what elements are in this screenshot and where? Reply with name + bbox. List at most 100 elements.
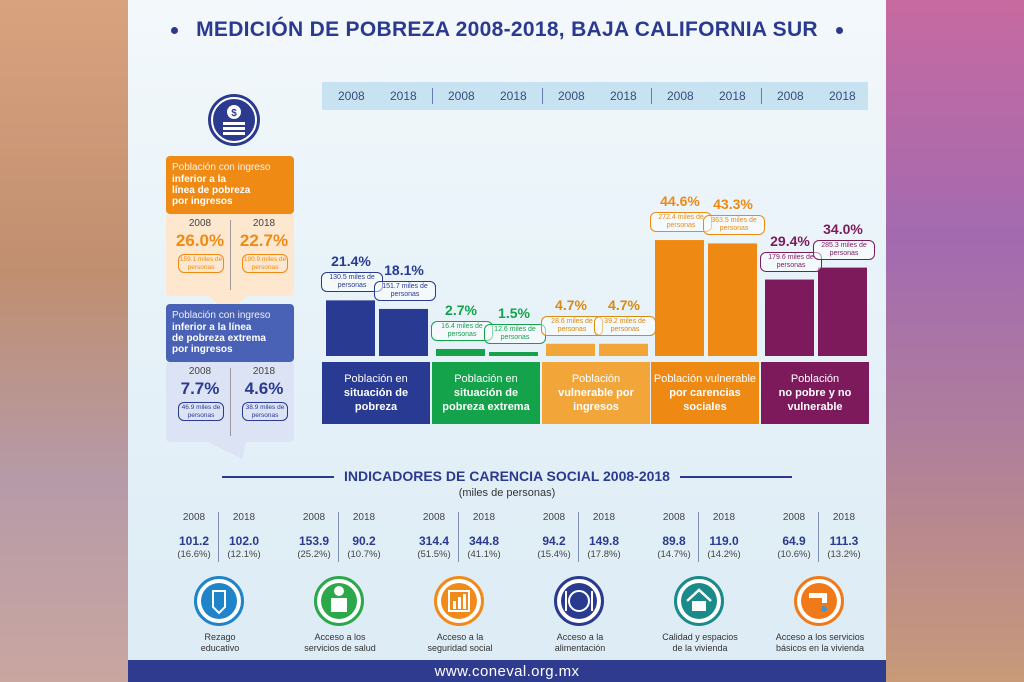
indicator-year-2018: 2018 (232, 512, 256, 523)
year-label-2-2018: 2018 (610, 89, 637, 103)
indicator-year-2008: 2008 (662, 512, 686, 523)
indicator-label-line: Acceso a la (436, 632, 484, 642)
bar-value-2-2018: 4.7% (608, 296, 640, 313)
indicator-year-2018: 2018 (592, 512, 616, 523)
category-label-line: por carencias (669, 387, 741, 399)
indicator-year-2018: 2018 (352, 512, 376, 523)
ingreso-box-value-1-1: 4.6% (244, 379, 284, 398)
indicator-label: Acceso a la seguridad social (400, 632, 520, 654)
indicadores-subtitle: (miles de personas) (458, 487, 556, 499)
bar-4-2008 (765, 279, 814, 356)
indicator-label: Calidad y espacios de la vivienda (640, 632, 760, 654)
ingreso-box-bold-line-1: por ingresos (172, 344, 233, 355)
bar-value-3-2008: 44.6% (660, 193, 700, 210)
category-label-line: situación de (343, 387, 409, 399)
background-right (886, 0, 1024, 682)
shield-icon (441, 583, 477, 619)
bar-0-2008 (326, 300, 375, 356)
indicator-circle (794, 576, 844, 626)
bar-3-2008 (655, 240, 704, 356)
background-left (0, 0, 128, 682)
indicator-pct-2018: (13.2%) (827, 549, 861, 560)
indicator-circle (554, 576, 604, 626)
bar-value-2-2008: 4.7% (555, 296, 587, 313)
ingreso-box-bold-line-1: de pobreza extrema (172, 333, 266, 344)
ingreso-box-year-1-1: 2018 (252, 366, 276, 377)
faucet-icon-glyph (809, 593, 827, 612)
ingreso-box-separator-1 (230, 368, 231, 436)
infographic-panel: MEDICIÓN DE POBREZA 2008-2018, BAJA CALI… (128, 0, 886, 682)
year-label-4-2018: 2018 (829, 89, 856, 103)
indicator-year-2018: 2018 (712, 512, 736, 523)
bar-persons-2-2008: 28.6 miles de personas (541, 315, 603, 336)
year-separator (542, 88, 543, 104)
indicadores-title-text: INDICADORES DE CARENCIA SOCIAL 2008-2018 (344, 468, 670, 484)
bar-2-2018 (599, 343, 648, 356)
indicator-value-2008: 314.4 (418, 534, 450, 548)
title-bullet-right (835, 26, 843, 34)
year-separator (432, 88, 433, 104)
indicator-pct-2008: (14.7%) (657, 549, 691, 560)
category-box-0: Población en situación de pobreza (322, 362, 430, 424)
indicator-value-2018: 90.2 (352, 534, 376, 548)
ingreso-box-year-0-1: 2018 (252, 218, 276, 229)
bar-persons-4-2008: 179.6 miles de personas (760, 251, 822, 272)
ingreso-box-year-0-0: 2008 (188, 218, 212, 229)
indicator-value-2018: 149.8 (588, 534, 620, 548)
bar-0-2018 (379, 308, 428, 356)
indicator-value-2008: 94.2 (542, 534, 566, 548)
ingreso-box-head-1 (166, 304, 294, 362)
category-label-3: Población vulnerable por carencias sociale… (654, 372, 756, 414)
indicator-value-2018: 111.3 (829, 534, 859, 548)
indicator-pct-2018: (12.1%) (227, 549, 261, 560)
indicator-year-2008: 2008 (422, 512, 446, 523)
year-separator (651, 88, 652, 104)
plate-icon-glyph (565, 590, 593, 612)
year-label-2-2008: 2008 (558, 89, 585, 103)
bar-persons-4-2018: 285.3 miles de personas (813, 239, 875, 260)
category-box-2: Población vulnerable por ingresos (542, 362, 650, 424)
category-label-line: Población (790, 373, 840, 385)
indicator-pct-2018: (41.1%) (467, 549, 501, 560)
indicator-value-2018: 119.0 (709, 534, 739, 548)
bar-value-1-2018: 1.5% (498, 305, 530, 321)
year-header-bar: 2008 2018 2008 2018 2008 2018 2008 2018 2008 2018 (322, 82, 868, 110)
year-label-4-2008: 2008 (777, 89, 804, 103)
indicator-label-line: Acceso a la (556, 632, 604, 642)
bar-value-1-2008: 2.7% (445, 301, 477, 318)
bar-persons-1-2008: 16.4 miles de personas (431, 320, 493, 341)
ingreso-box-persons-1-0: 46.9 miles de personas (178, 402, 224, 421)
category-box-1: Población en situación de pobreza extrema (432, 362, 540, 424)
ingreso-box-separator-0 (230, 220, 231, 290)
bar-1-2018 (489, 352, 538, 356)
ingreso-box-value-0-1: 22.7% (239, 231, 289, 250)
ingreso-box-value-1-0: 7.7% (180, 379, 220, 398)
bar-value-3-2018: 43.3% (713, 196, 753, 213)
category-label-line: vulnerable (787, 401, 843, 413)
indicator-label-line: seguridad social (427, 643, 493, 653)
year-label-0-2018: 2018 (390, 89, 417, 103)
house-icon (681, 583, 717, 619)
indicator-value-2008: 101.2 (178, 534, 210, 548)
ingreso-box-persons-0-1: 190.9 miles de personas (242, 254, 288, 273)
indicator-label-line: de la vivienda (672, 643, 728, 653)
indicator-label-line: Acceso a los servicios (775, 632, 865, 642)
indicator-year-2008: 2008 (542, 512, 566, 523)
faucet-icon (801, 583, 837, 619)
indicator-label-line: Calidad y espacios (662, 632, 738, 642)
bar-4-2018 (818, 267, 867, 356)
ingreso-box-plain-1: Población con ingreso (172, 310, 271, 321)
bar-3-2018 (708, 243, 757, 356)
title-text: MEDICIÓN DE POBREZA 2008-2018, BAJA CALI… (196, 18, 818, 41)
indicator-separator (338, 512, 339, 562)
indicator-value-2008: 153.9 (298, 534, 330, 548)
svg-text:$: $ (231, 108, 237, 119)
indicator-label-line: servicios de salud (304, 643, 376, 653)
category-box-3: Población vulnerable por carencias sociale… (651, 362, 759, 424)
indicator-value-2018: 344.8 (468, 534, 500, 548)
indicator-label-line: Rezago (204, 632, 236, 642)
bar-1-2008 (436, 348, 485, 356)
indicator-value-2008: 64.9 (782, 534, 806, 548)
footer-url[interactable]: www.coneval.org.mx (128, 660, 886, 682)
poverty-bar-chart (326, 240, 867, 356)
